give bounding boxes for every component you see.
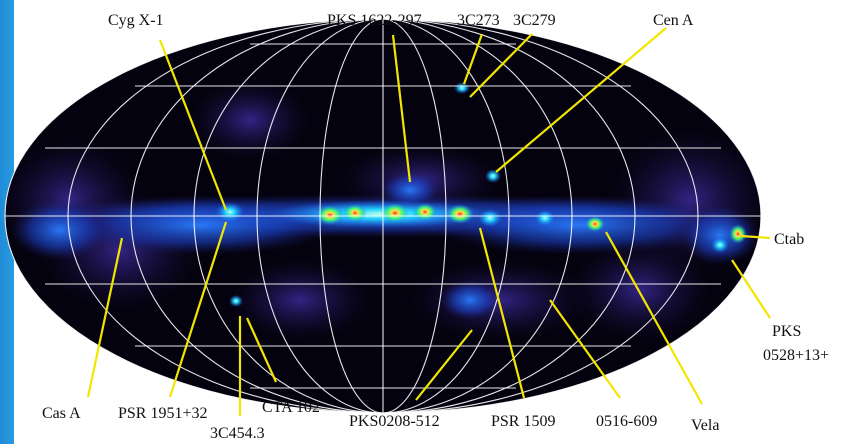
pointer-pks1622 [391,34,412,183]
pointer-cen-a [495,27,667,173]
pointer-crab [740,234,771,240]
label-pks0528-line2: 0528+13+ [763,347,829,364]
label-3c454: 3C454.3 [210,425,265,442]
label-cen-a: Cen A [653,12,694,29]
pointer-cta102 [245,317,278,383]
source-labels: Cyg X-1 PKS 1622-297 3C273 3C279 Cen A C… [42,12,829,442]
label-cas-a: Cas A [42,405,81,422]
label-pks1622: PKS 1622-297 [327,12,422,29]
label-crab: Ctab [774,231,804,248]
pointer-psr1951 [168,221,228,398]
label-pks0528-line1: PKS [772,323,801,340]
label-3c279: 3C279 [513,12,556,29]
pointer-0516 [549,299,621,399]
graticule [4,18,762,414]
pointer-cyg-x1 [158,39,228,211]
aitoff-map [4,18,762,414]
label-psr1509: PSR 1509 [491,413,555,430]
pointer-pks0208 [415,329,473,401]
pointer-vela [605,231,703,405]
label-0516: 0516-609 [596,413,657,430]
label-psr1951: PSR 1951+32 [118,405,208,422]
pointer-psr1509 [478,227,526,399]
label-3c273: 3C273 [457,12,500,29]
label-vela: Vela [691,417,719,434]
label-cyg-x1: Cyg X-1 [108,12,164,29]
pointer-cas-a [86,237,124,398]
label-pks0208: PKS0208-512 [349,413,440,430]
pointer-lines [86,27,771,416]
pointer-pks0528 [731,259,771,319]
pointer-3c273 [462,33,484,85]
pointer-3c279 [469,33,533,98]
label-cta102: CTA 102 [262,399,320,416]
